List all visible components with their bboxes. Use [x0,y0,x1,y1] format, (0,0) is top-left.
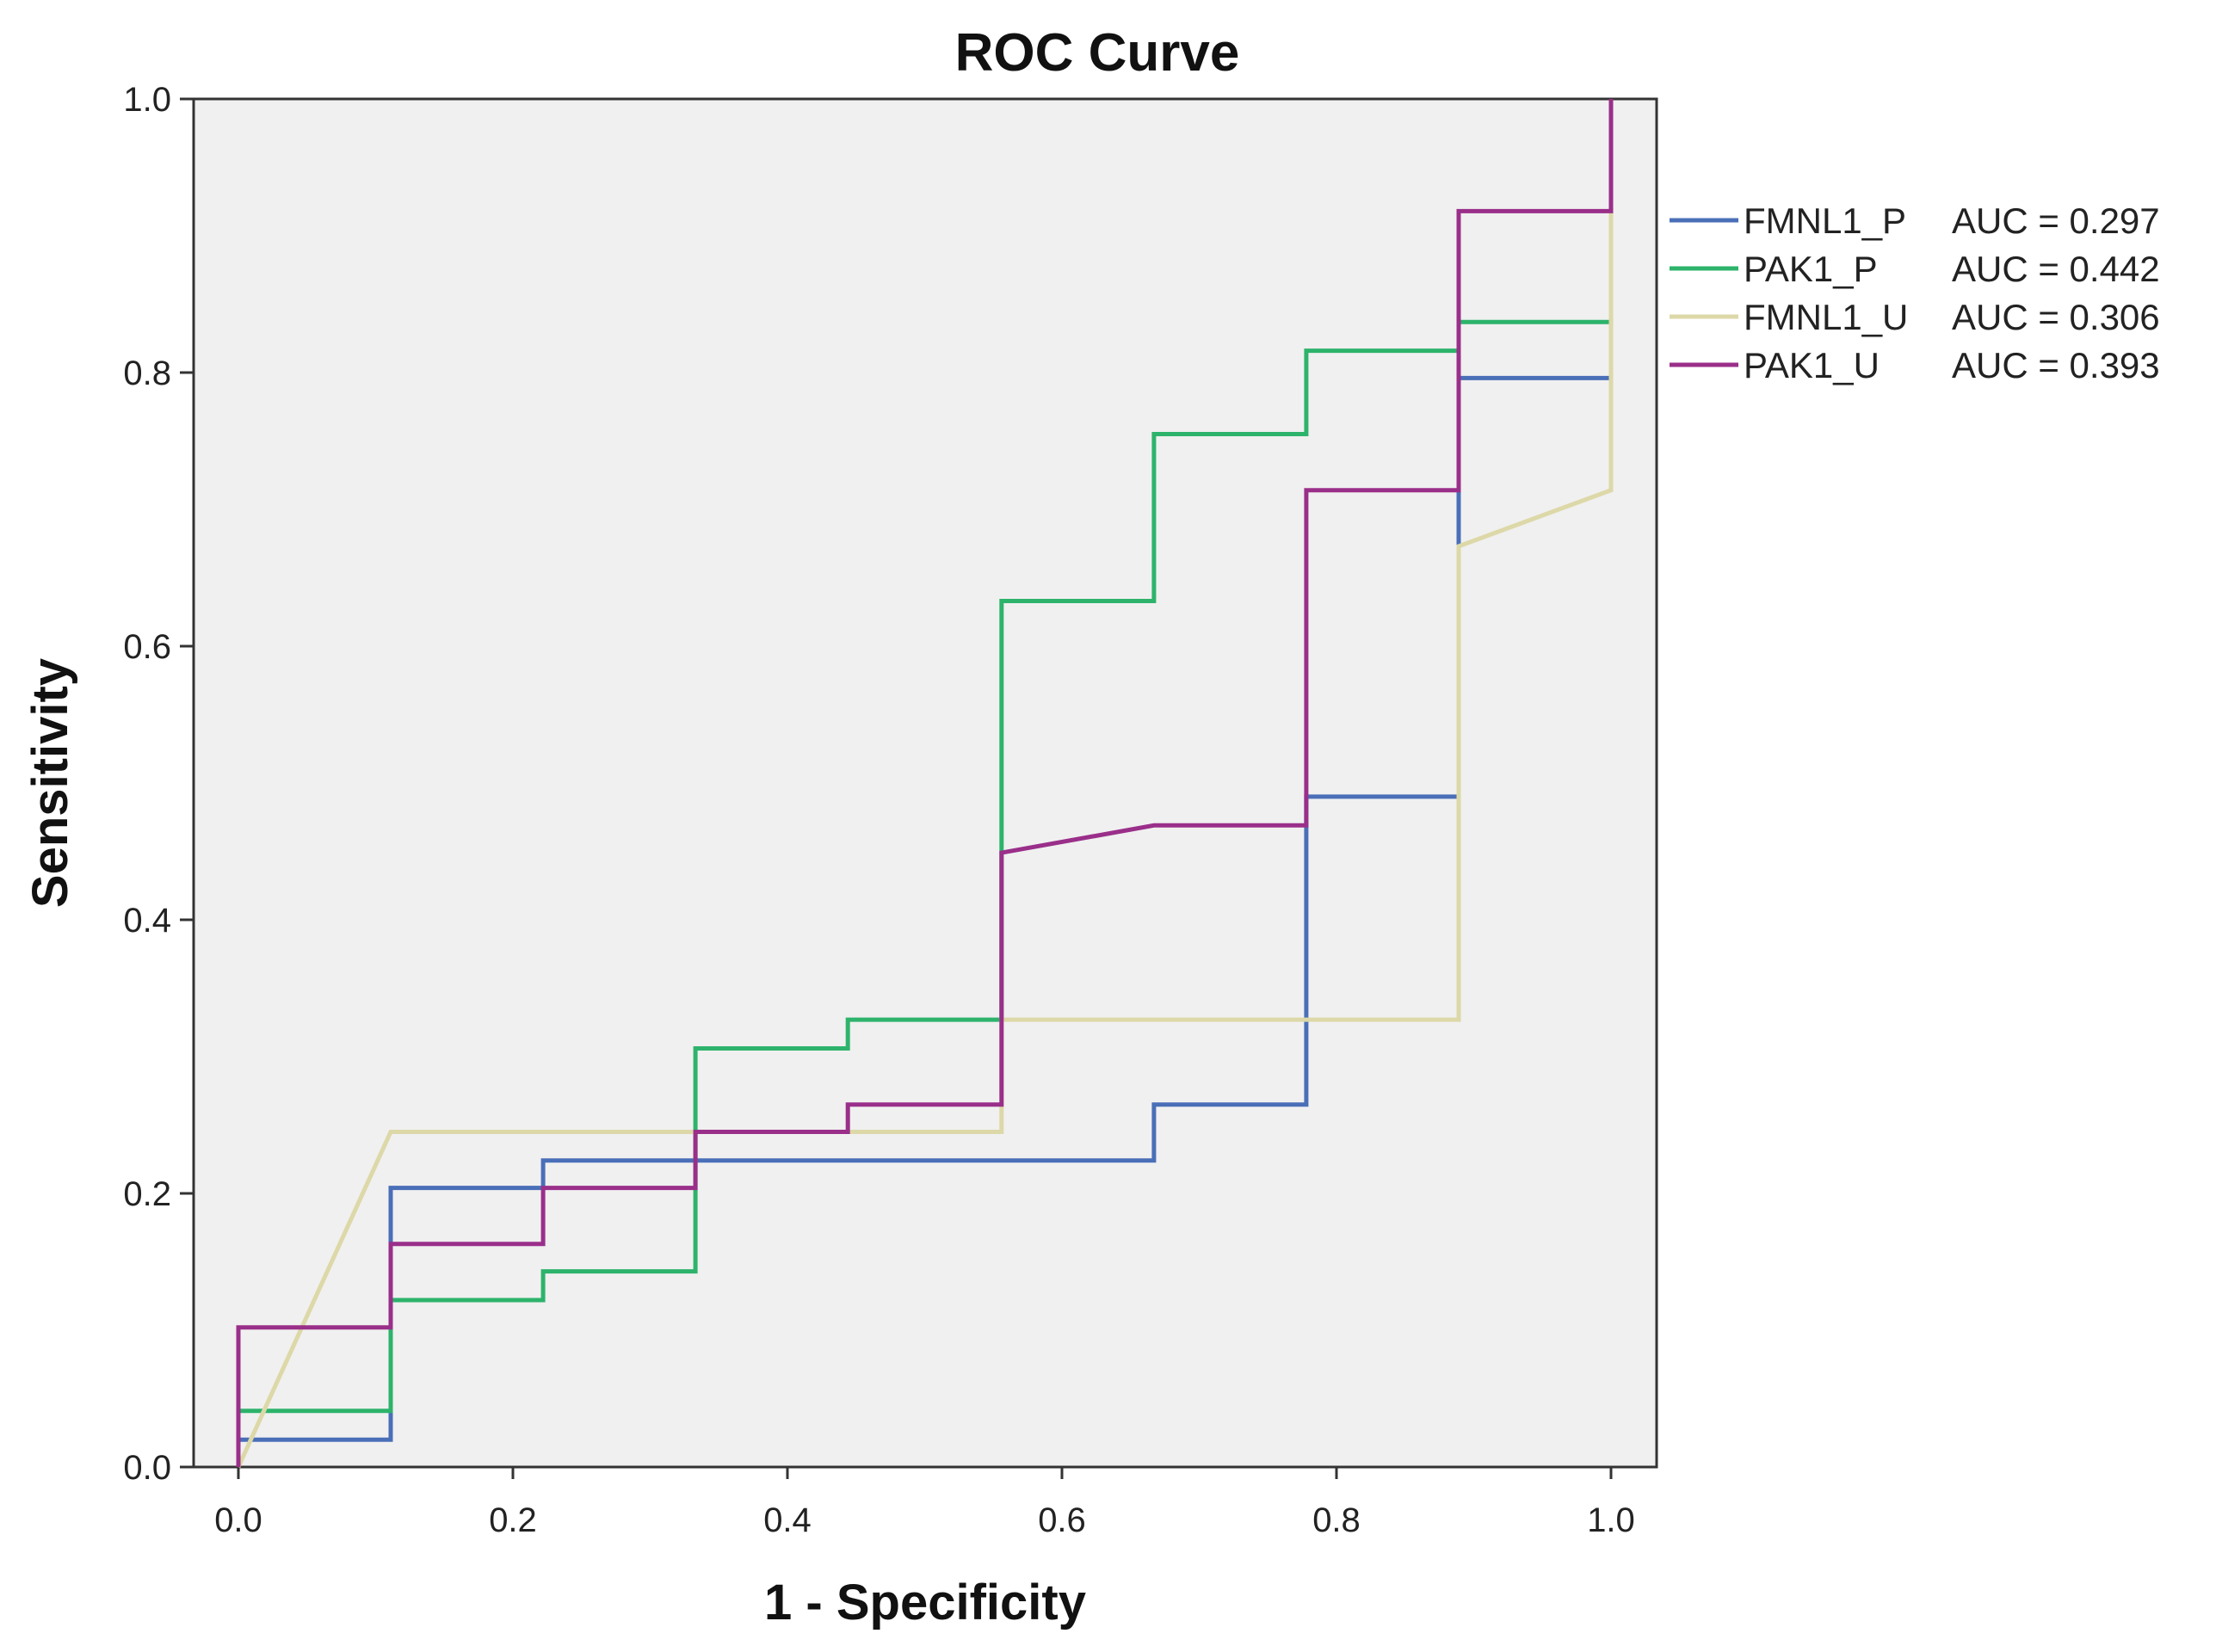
x-tick-label: 0.4 [763,1501,812,1539]
legend-label-fmnl1-u: FMNL1_U [1744,297,1908,337]
legend-auc-fmnl1-p: AUC = 0.297 [1952,200,2160,241]
legend: FMNL1_P AUC = 0.297 PAK1_P AUC = 0.442 FMNL1… [1670,200,2160,385]
legend-auc-pak1-u: AUC = 0.393 [1952,345,2160,385]
x-tick-label: 0.2 [489,1501,537,1539]
legend-label-fmnl1-p: FMNL1_P [1744,200,1906,241]
chart-title: ROC Curve [955,23,1240,83]
series-line-pak1-u [236,99,1614,1467]
y-tick-label: 0.2 [123,1175,171,1213]
legend-auc-fmnl1-u: AUC = 0.306 [1952,297,2160,337]
x-tick-label: 0.0 [214,1501,262,1539]
y-tick-label: 0.8 [123,354,171,392]
y-tick-label: 1.0 [123,81,171,119]
y-axis-ticks: 0.0 0.2 0.4 0.6 0.8 1.0 [123,81,194,1487]
legend-label-pak1-u: PAK1_U [1744,345,1880,385]
y-tick-label: 0.4 [123,902,171,940]
legend-label-pak1-p: PAK1_P [1744,249,1878,289]
y-tick-label: 0.6 [123,628,171,666]
y-axis-label: Sensitivity [22,658,78,908]
x-tick-label: 1.0 [1587,1501,1635,1539]
plot-area [192,97,1658,1469]
legend-auc-pak1-p: AUC = 0.442 [1952,249,2160,289]
y-tick-label: 0.0 [123,1449,171,1487]
series-lines [236,99,1614,1469]
series-line-fmnl1-u [236,99,1614,1469]
x-axis-label: 1 - Specificity [764,1575,1086,1630]
x-tick-label: 0.8 [1312,1501,1361,1539]
series-line-pak1-p [236,99,1614,1467]
x-tick-label: 0.6 [1038,1501,1086,1539]
x-axis-ticks: 0.0 0.2 0.4 0.6 0.8 1.0 [214,1467,1635,1539]
